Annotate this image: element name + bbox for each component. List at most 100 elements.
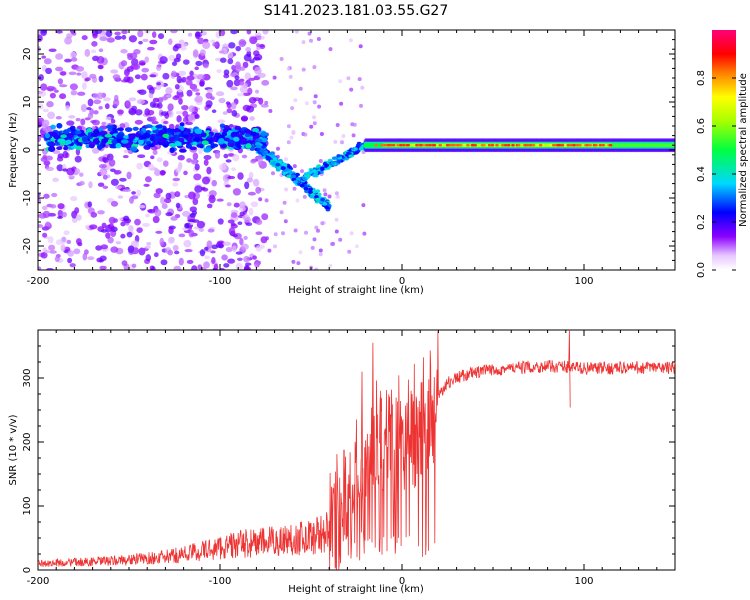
spectrogram-cell [300, 169, 304, 174]
snr-y-tick-label: 200 [22, 432, 33, 451]
spectrogram-cell [148, 163, 155, 171]
spectrogram-cell [264, 100, 269, 105]
spectrogram-cell [126, 231, 133, 238]
spectrogram-cell [105, 116, 112, 121]
spectrogram-cell [255, 144, 261, 149]
spectrogram-cell [194, 95, 203, 103]
spectrogram-cell [38, 34, 43, 43]
spectrogram-cell [134, 74, 141, 80]
spectrogram-cell [110, 200, 119, 207]
spectrogram-cell [231, 64, 237, 71]
spectrogram-cell [193, 137, 201, 143]
spectrogram-cell [189, 206, 197, 213]
spectrogram-cell [175, 167, 182, 173]
spectrogram-cell [243, 235, 248, 240]
spectrogram-cell [299, 183, 305, 188]
spectrogram-cell [275, 162, 281, 167]
spectrogram-cell [201, 140, 209, 145]
spectrogram-cell [453, 143, 457, 147]
spectrogram-cell [144, 245, 151, 249]
snr-y-tick-label: 300 [22, 368, 33, 387]
spectrogram-cell [235, 141, 241, 148]
spectrogram-cell [120, 60, 128, 67]
spectrogram-cell [98, 259, 104, 263]
spectrogram-cell [47, 111, 56, 120]
spectrogram-cell [157, 33, 165, 40]
spectrogram-cell [135, 132, 142, 138]
spectrogram-cell [318, 159, 323, 163]
spectrogram-cell [222, 241, 231, 246]
spectrogram-cell [81, 136, 88, 143]
spectrogram-cell [279, 57, 284, 61]
spectrogram-cell [139, 89, 144, 93]
spectrogram-cell [211, 179, 218, 187]
spectrogram-cell [317, 104, 322, 109]
spectrogram-cell [226, 79, 234, 88]
spectrogram-cell [259, 43, 266, 50]
spectrogram-cell [216, 198, 224, 202]
spectrogram-cell [248, 77, 256, 81]
spectrogram-cell [290, 106, 295, 111]
spectrogram-cell [243, 255, 250, 263]
spectrogram-cell [334, 217, 339, 222]
spectrogram-cell [75, 117, 81, 122]
spectrogram-cell [182, 110, 189, 117]
spectrogram-cell [176, 115, 182, 123]
spectrogram-cell [41, 205, 48, 211]
spectrogram-cell [160, 96, 168, 101]
spectrogram-cell [223, 69, 230, 76]
spectrogram-cell [114, 35, 122, 40]
spectrogram-cell [77, 91, 86, 96]
spectrogram-cell [99, 167, 108, 176]
spectrogram-cell [292, 164, 297, 169]
spectrogram-cell [175, 202, 181, 209]
spectrogram-cell [194, 128, 203, 135]
spectrogram-cell [126, 66, 134, 72]
spectrogram-cell [352, 122, 357, 127]
spectrogram-cell [358, 147, 364, 151]
spectrogram-cell [260, 131, 267, 137]
spectrogram-cell [178, 257, 184, 266]
spectrogram-cell [138, 40, 143, 45]
spectrogram-cell [60, 244, 66, 252]
spectrogram-cell [173, 265, 181, 270]
spectrogram-cell [322, 188, 327, 193]
spectrogram-cell [286, 140, 291, 145]
spectrogram-cell [95, 245, 103, 251]
spectrogram-cell [69, 125, 76, 132]
spectrogram-cell [102, 174, 108, 180]
spectrogram-cell [588, 143, 592, 147]
spectrogram-cell [327, 194, 332, 199]
spectrogram-cell [211, 244, 219, 250]
spectrogram-cell [165, 94, 172, 98]
spectrogram-cell [127, 245, 135, 254]
spectrogram-cell [88, 181, 93, 189]
spectrogram-cell [171, 61, 178, 67]
spectrogram-cell [214, 132, 221, 137]
spectrogram-cell [69, 51, 77, 59]
spectrogram-cell [237, 93, 244, 97]
spectrogram-cell [172, 95, 180, 101]
spectrogram-cell [284, 167, 290, 172]
spectrogram-cell [159, 170, 166, 176]
spectrogram-cell [84, 78, 89, 82]
spectrogram-cell [178, 39, 185, 45]
spectrogram-cell [114, 31, 121, 36]
spectrogram-cell [48, 244, 56, 251]
spectrogram-cell [303, 186, 309, 191]
spectrogram-cell [192, 152, 199, 161]
spectrogram-cell [142, 38, 149, 43]
spectrogram-cell [281, 231, 285, 236]
spectrogram-cell [86, 127, 93, 133]
spectrogram-cell [227, 52, 234, 59]
spectrogram-cell [63, 230, 70, 236]
spectrogram-cell [151, 266, 156, 270]
spectrogram-cell [181, 76, 187, 83]
spectrogram-cell [309, 195, 315, 199]
colorbar-label: Normalized spectral amplitude [738, 73, 749, 227]
spectrogram-cell [194, 31, 201, 40]
spectrogram-cell [97, 182, 105, 187]
spectrogram-cell [230, 102, 237, 110]
spectrogram-cell [126, 52, 133, 57]
spectrogram-cell [338, 237, 343, 242]
